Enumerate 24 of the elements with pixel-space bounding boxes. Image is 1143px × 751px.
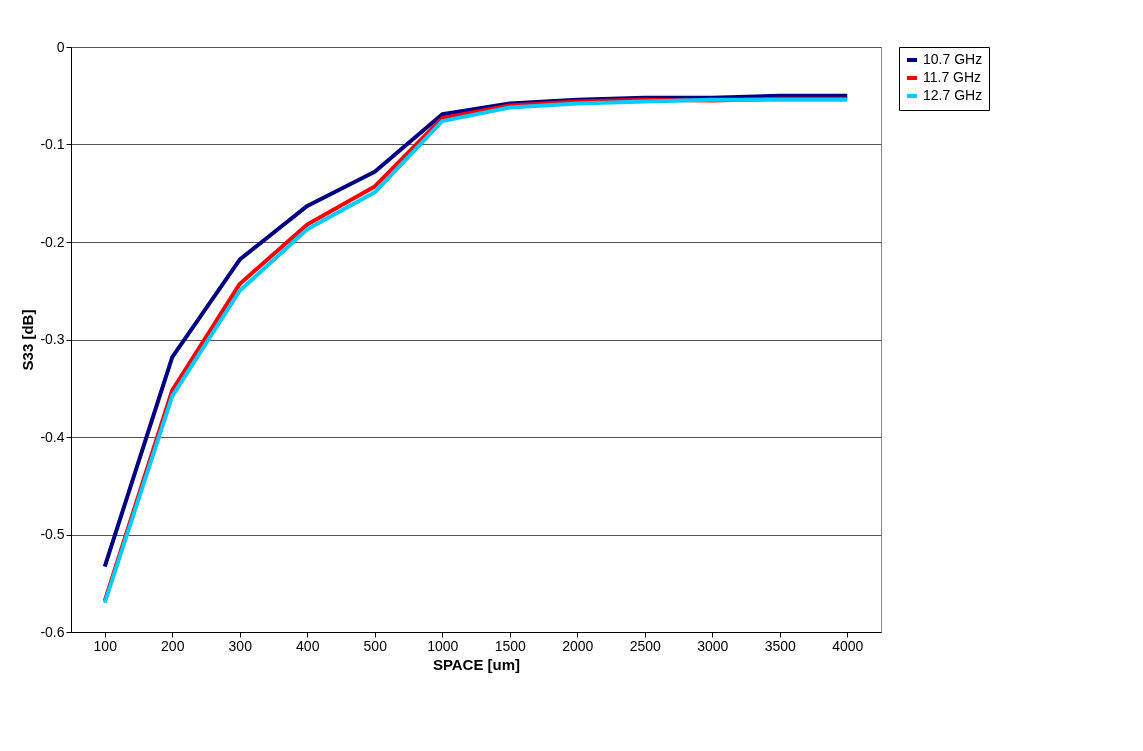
y-tick-label: 0 [56,38,65,55]
x-tick-label: 1500 [494,637,527,654]
y-tick-label: -0.2 [40,233,65,250]
x-tick-label: 200 [161,637,185,654]
x-tick-label: 3000 [697,637,729,654]
y-tick-label: -0.6 [40,623,65,640]
x-tick-label: 400 [296,637,320,654]
x-tick-label: 100 [93,637,118,654]
legend-label: 12.7 GHz [923,87,983,103]
x-tick-label: 300 [228,637,253,654]
x-tick-label: 500 [363,637,388,654]
legend-label: 11.7 GHz [923,69,982,85]
x-tick-label: 1000 [427,637,459,654]
legend-label: 10.7 GHz [923,51,983,67]
x-tick-label: 4000 [832,637,864,654]
x-tick-label: 3500 [764,637,797,654]
y-tick-label: -0.4 [40,428,65,445]
y-axis-title: S33 [dB] [19,309,37,371]
y-tick-label: -0.1 [40,136,65,152]
y-tick-label: -0.3 [40,331,65,347]
x-tick-label: 2500 [629,637,662,654]
y-tick-label: -0.5 [40,526,65,542]
x-tick-label: 2000 [562,637,594,654]
x-axis-title: SPACE [um] [432,655,521,673]
